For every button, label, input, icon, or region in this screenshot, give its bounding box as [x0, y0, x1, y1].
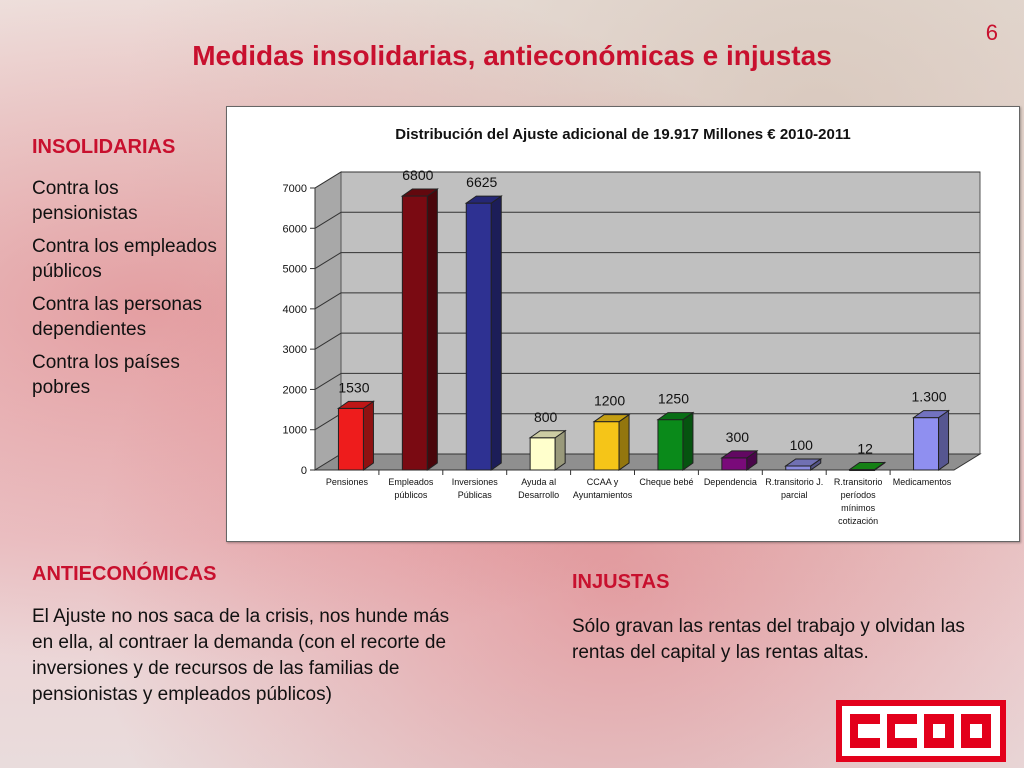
bar-front [721, 457, 748, 471]
y-tick-label: 0 [301, 465, 307, 477]
injustas-text: Sólo gravan las rentas del trabajo y olv… [572, 616, 965, 663]
chart-title: Distribución del Ajuste adicional de 19.… [395, 126, 850, 143]
gridline-side [314, 373, 342, 390]
x-tick-label: mínimos [841, 503, 876, 513]
data-label: 6625 [466, 174, 497, 190]
bar-front [529, 437, 556, 471]
list-item: Contra los pensionistas [32, 178, 138, 224]
data-label: 6800 [402, 167, 433, 183]
y-tick-label: 7000 [283, 183, 307, 195]
data-label: 1.300 [912, 389, 947, 405]
chart-side-wall [314, 171, 342, 471]
bar-top [911, 410, 951, 419]
x-tick-label: Desarrollo [518, 490, 559, 500]
bar-top [784, 458, 823, 467]
bar-front [401, 195, 428, 471]
insolidarias-list: Contra los pensionistas Contra los emple… [32, 176, 222, 408]
bar-side [426, 188, 438, 471]
x-tick-label: cotización [838, 516, 878, 526]
logo-letter-o-hole [970, 724, 982, 738]
x-tick-label: R.transitorio J. [765, 477, 823, 487]
data-label: 1250 [658, 391, 689, 407]
data-label: 1200 [594, 393, 625, 409]
bar-top [656, 412, 695, 421]
data-label: 100 [790, 437, 814, 453]
x-tick-label: Inversiones [452, 477, 499, 487]
slide-title: Medidas insolidarias, antieconómicas e i… [192, 40, 832, 71]
bar-chart: Distribución del Ajuste adicional de 19.… [226, 106, 1020, 542]
y-tick-label: 6000 [283, 223, 307, 235]
bar-side [938, 409, 950, 471]
x-tick-label: Cheque bebé [639, 477, 693, 487]
x-tick-label: Dependencia [704, 477, 757, 487]
bar-top [720, 450, 759, 459]
bar-top [400, 188, 439, 197]
data-label: 300 [726, 429, 750, 445]
bar-front [337, 407, 364, 471]
antieconomicas-heading: ANTIECONÓMICAS [32, 563, 217, 585]
logo-letter-o-hole [933, 724, 945, 738]
page-number: 6 [985, 20, 998, 45]
x-tick-label: Públicas [458, 490, 493, 500]
data-label: 12 [857, 441, 873, 457]
bar-top [848, 462, 887, 471]
logo-letter-c-gap [895, 724, 917, 738]
x-tick-label: públicos [394, 490, 428, 500]
bar-top [592, 414, 631, 423]
list-item: Contra los empleados públicos [32, 236, 217, 282]
gridline-side [314, 211, 342, 229]
data-label: 800 [534, 409, 558, 425]
insolidarias-heading: INSOLIDARIAS [32, 136, 176, 158]
x-tick-label: parcial [781, 490, 808, 500]
logo-letter-c-gap [858, 724, 880, 738]
list-item: Contra las personas dependientes [32, 294, 203, 340]
y-tick-label: 3000 [283, 344, 307, 356]
bar-front [785, 465, 812, 471]
list-item: Contra los países pobres [32, 352, 180, 398]
chart-svg: Distribución del Ajuste adicional de 19.… [283, 126, 982, 526]
x-tick-label: R.transitorio [834, 477, 883, 487]
data-label: 1530 [338, 379, 369, 395]
bar-front [593, 421, 620, 471]
x-tick-label: Pensiones [326, 477, 369, 487]
bar-top [336, 400, 376, 409]
x-tick-label: Ayuda al [521, 477, 556, 487]
x-tick-label: Medicamentos [893, 477, 952, 487]
gridline-side [314, 292, 342, 310]
antieconomicas-text: El Ajuste no nos saca de la crisis, nos … [32, 606, 450, 705]
y-tick-label: 5000 [283, 264, 307, 276]
bar-side [618, 413, 630, 471]
ccoo-logo-mark [842, 706, 1000, 756]
x-tick-label: CCAA y [587, 477, 619, 487]
bar-side [490, 195, 502, 471]
gridline-side [314, 332, 342, 350]
x-tick-label: Ayuntamientos [573, 490, 633, 500]
gridline-side [314, 413, 342, 431]
bar-side [362, 400, 374, 471]
bar-front [657, 419, 684, 471]
bar-front [465, 202, 492, 471]
y-tick-label: 2000 [283, 384, 307, 396]
gridline-side [314, 252, 342, 269]
x-tick-label: Empleados [388, 477, 434, 487]
injustas-heading: INJUSTAS [572, 571, 670, 593]
bar-top [464, 195, 503, 204]
bar-side [682, 411, 694, 471]
y-tick-label: 1000 [283, 425, 307, 437]
y-tick-label: 4000 [283, 304, 307, 316]
ccoo-logo [836, 700, 1006, 762]
x-tick-label: períodos [841, 490, 877, 500]
bar-top [528, 430, 567, 439]
bar-front [913, 417, 940, 471]
gridline-side [314, 171, 342, 189]
